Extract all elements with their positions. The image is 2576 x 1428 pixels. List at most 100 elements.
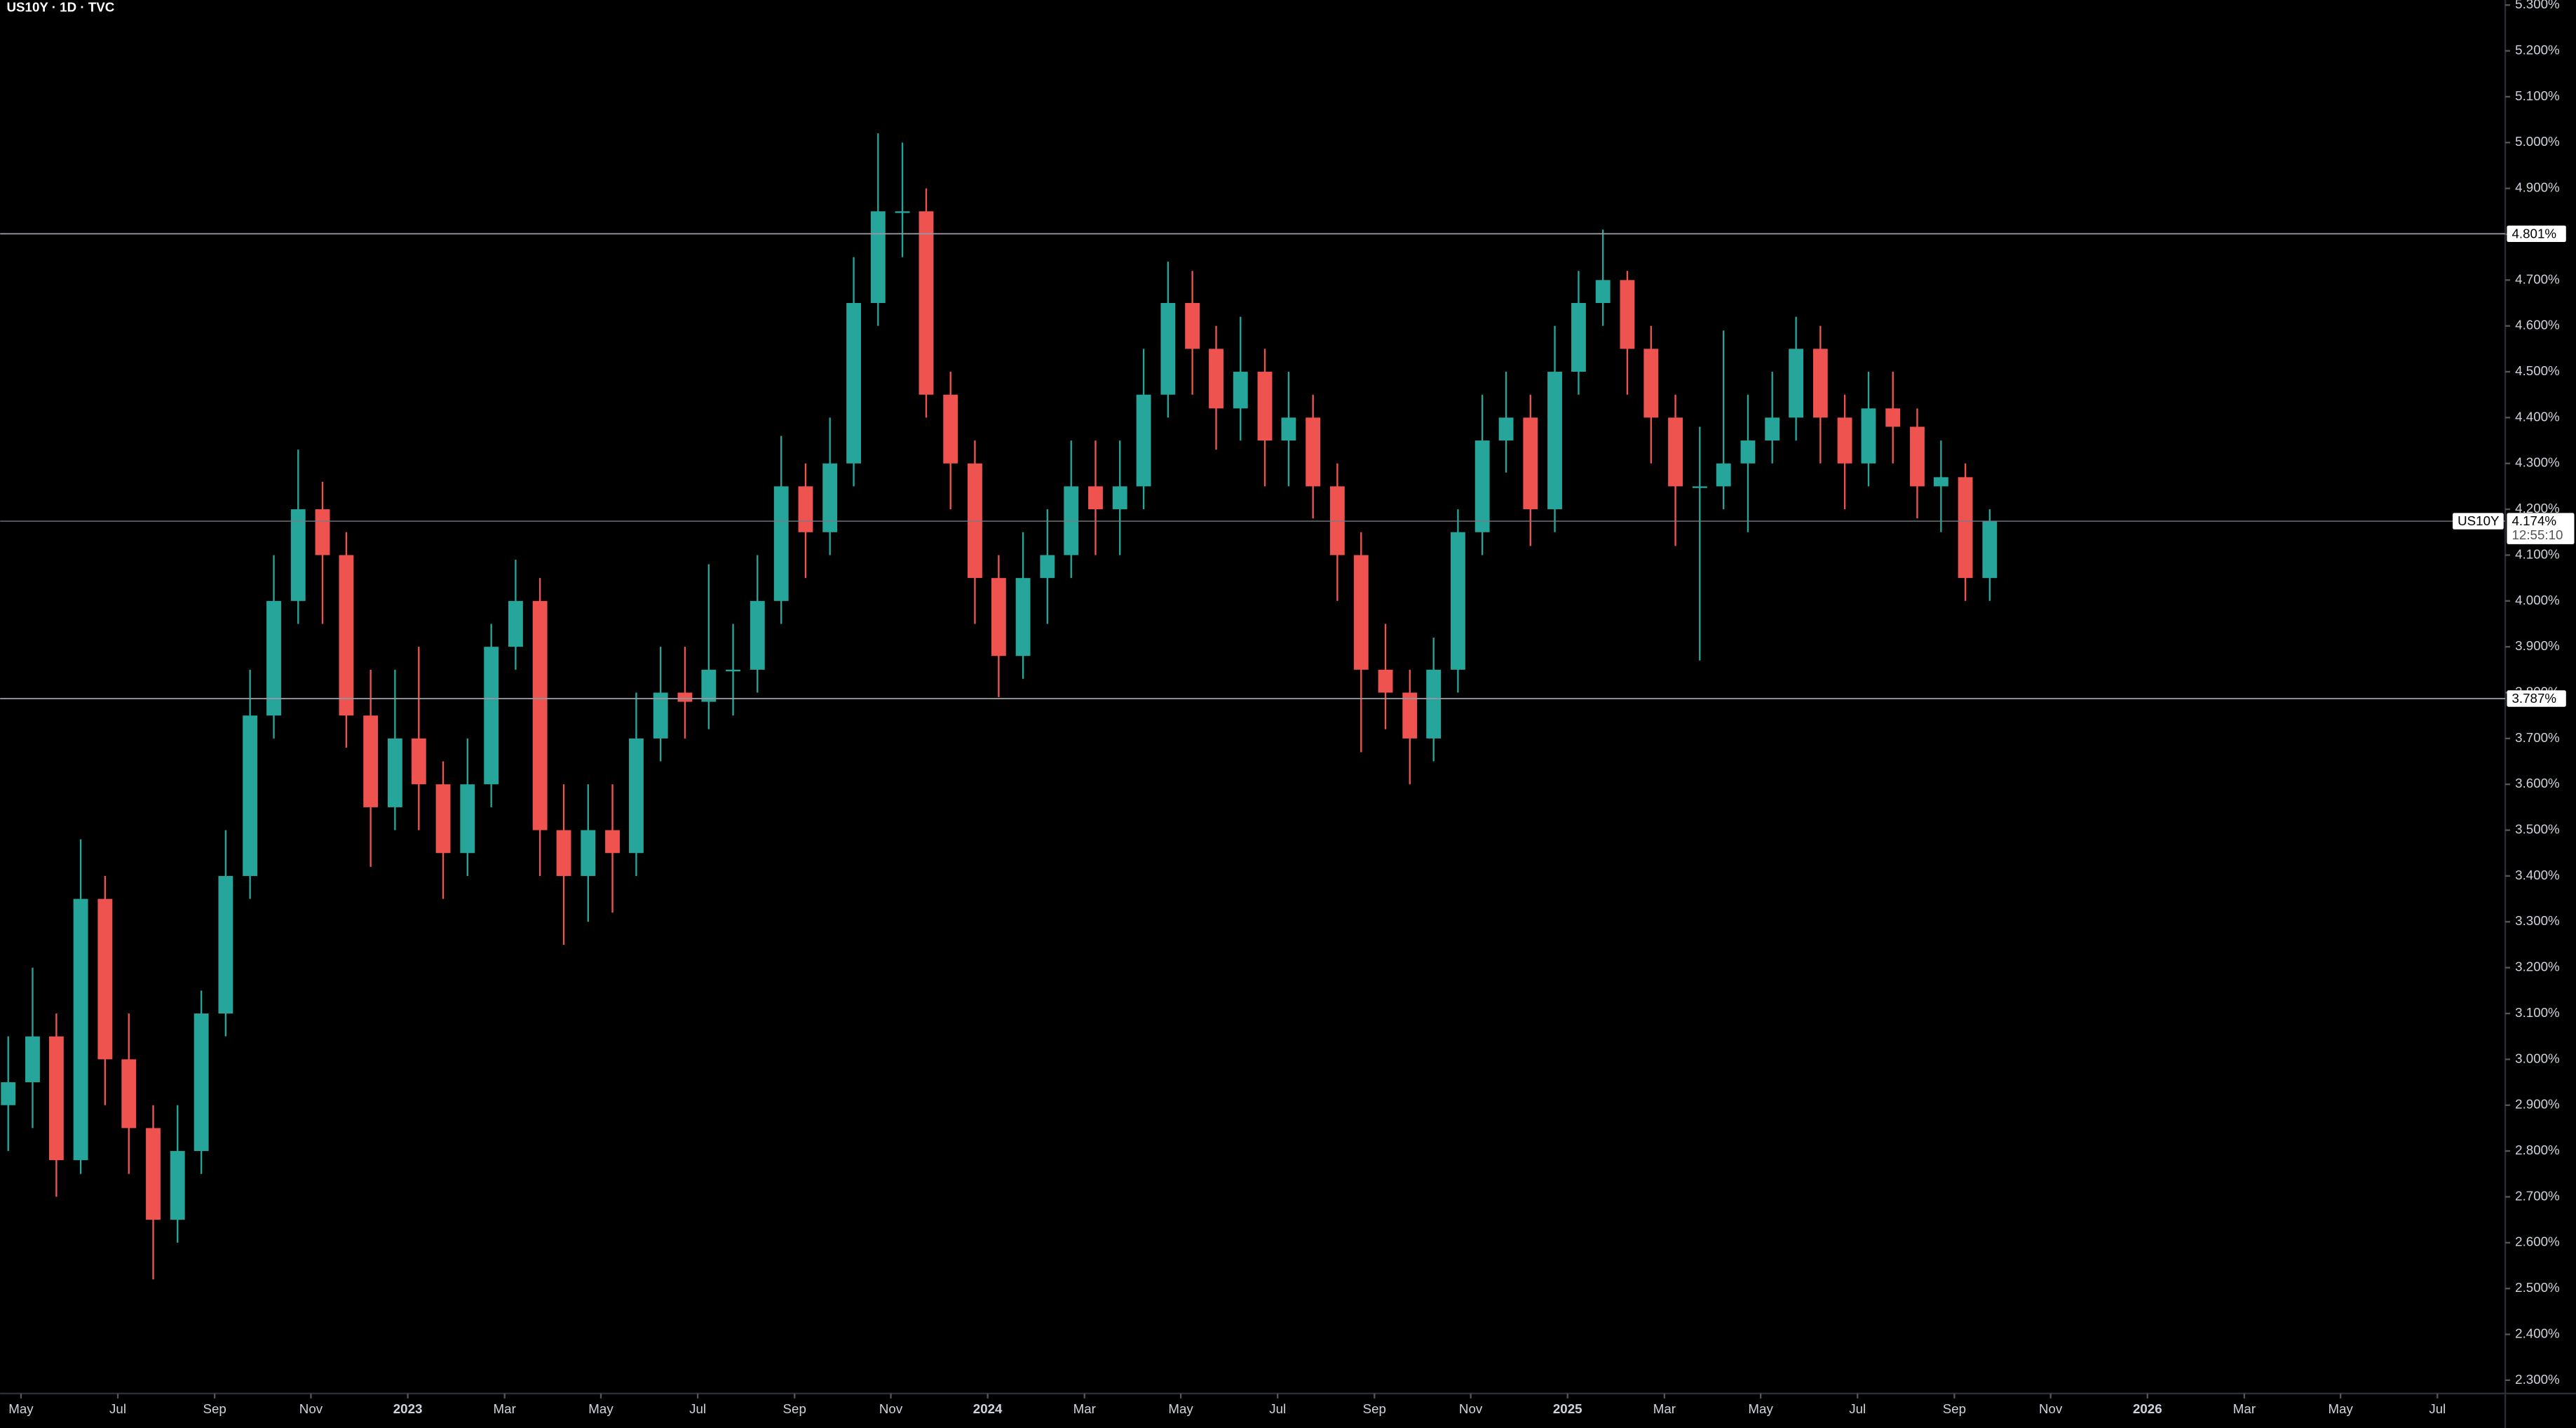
candle-body [1740, 440, 1756, 464]
candle-body [339, 555, 354, 716]
y-tick-label: 3.400% [2515, 868, 2560, 882]
x-tick-label: Nov [2039, 1401, 2063, 1416]
candle-body [1861, 408, 1876, 464]
y-tick-label: 4.100% [2515, 546, 2560, 561]
candle-body [1040, 555, 1055, 579]
x-tick-label: Sep [1943, 1401, 1966, 1416]
candle-body [918, 211, 934, 395]
candle-body [773, 486, 789, 601]
y-tick-label: 2.700% [2515, 1188, 2560, 1203]
x-tick-label: Jul [1849, 1401, 1866, 1416]
x-tick-label: Nov [1459, 1401, 1483, 1416]
y-tick-label: 5.300% [2515, 0, 2560, 11]
candle-body [1402, 692, 1418, 739]
candle-body [1692, 486, 1707, 488]
candle-body [1789, 349, 1804, 418]
x-tick-label: Nov [879, 1401, 903, 1416]
y-tick-label: 2.600% [2515, 1234, 2560, 1249]
x-tick-label: Sep [1363, 1401, 1386, 1416]
candle-body [1958, 477, 1973, 579]
candle-body [97, 898, 113, 1060]
candle-body [629, 738, 644, 854]
price-tag [2507, 690, 2566, 707]
candle-body [266, 600, 281, 716]
x-tick-label: 2024 [973, 1401, 1003, 1416]
symbol-tag-label: US10Y [2458, 513, 2500, 528]
candle-body [1160, 302, 1176, 395]
candle-body [701, 669, 717, 702]
candle-body [822, 463, 838, 532]
candle-body [387, 738, 402, 807]
candle-body [218, 875, 233, 1014]
candle-body [1716, 463, 1731, 487]
candle-body [870, 211, 886, 303]
candle-body [48, 1036, 64, 1161]
candle-body [677, 692, 693, 702]
candle-body [508, 600, 523, 647]
candle-body [1571, 302, 1586, 372]
y-tick-label: 3.900% [2515, 638, 2560, 653]
candle-body [290, 509, 306, 601]
y-tick-label: 3.200% [2515, 959, 2560, 974]
y-tick-label: 3.600% [2515, 776, 2560, 790]
y-tick-label: 3.100% [2515, 1005, 2560, 1020]
x-tick-label: May [2328, 1401, 2354, 1416]
y-tick-label: 3.700% [2515, 730, 2560, 745]
x-tick-label: 2026 [2133, 1401, 2162, 1416]
candle-body [25, 1036, 40, 1083]
candle-body [798, 486, 813, 532]
y-tick-label: 2.800% [2515, 1143, 2560, 1157]
x-tick-label: Jul [2429, 1401, 2446, 1416]
candle-body [1523, 417, 1538, 510]
x-tick-label: May [8, 1401, 34, 1416]
candle-body [1088, 486, 1103, 510]
x-tick-label: Mar [2233, 1401, 2256, 1416]
candle-body [605, 830, 620, 854]
candle-body [895, 211, 910, 213]
y-tick-label: 4.900% [2515, 180, 2560, 195]
candle-body [1982, 521, 1998, 579]
x-tick-label: Mar [1073, 1401, 1096, 1416]
candle-body [943, 394, 958, 464]
candle-body [484, 647, 499, 785]
current-price-tag [2507, 513, 2575, 544]
candle-body [73, 898, 88, 1161]
candle-body [1812, 349, 1828, 418]
x-tick-label: Sep [203, 1401, 226, 1416]
y-tick-label: 4.400% [2515, 409, 2560, 424]
y-tick-label: 3.500% [2515, 822, 2560, 837]
y-tick-label: 4.700% [2515, 271, 2560, 286]
candle-body [1233, 372, 1248, 409]
y-tick-label: 4.000% [2515, 593, 2560, 607]
candle-body [1136, 394, 1151, 487]
candle-body [1015, 578, 1031, 656]
candle-body [315, 509, 330, 555]
y-tick-label: 4.200% [2515, 501, 2560, 516]
y-tick-label: 2.400% [2515, 1326, 2560, 1340]
candle-body [1378, 669, 1393, 693]
x-tick-label: 2023 [393, 1401, 423, 1416]
current-price-label: 4.174% [2511, 513, 2556, 528]
candle-body [991, 578, 1006, 656]
candle-body [1306, 417, 1321, 487]
candle-body [194, 1013, 209, 1152]
x-tick-label: 2025 [1553, 1401, 1582, 1416]
candle-body [1112, 486, 1127, 510]
x-tick-label: May [1168, 1401, 1193, 1416]
candle-body [532, 600, 548, 830]
y-tick-label: 5.000% [2515, 134, 2560, 149]
x-tick-label: Jul [1269, 1401, 1286, 1416]
chart-title: US10Y · 1D · TVC [7, 0, 115, 15]
y-tick-label: 2.300% [2515, 1372, 2560, 1387]
y-tick-label: 2.500% [2515, 1280, 2560, 1295]
candle-body [1257, 372, 1273, 441]
symbol-tag [2453, 513, 2504, 530]
candle-body [121, 1059, 137, 1129]
x-tick-label: Jul [689, 1401, 706, 1416]
y-tick-label: 4.600% [2515, 318, 2560, 332]
candle-body [1, 1082, 16, 1105]
candle-body [1281, 417, 1296, 441]
candle-body [1353, 555, 1369, 670]
candle-body [1933, 477, 1948, 487]
